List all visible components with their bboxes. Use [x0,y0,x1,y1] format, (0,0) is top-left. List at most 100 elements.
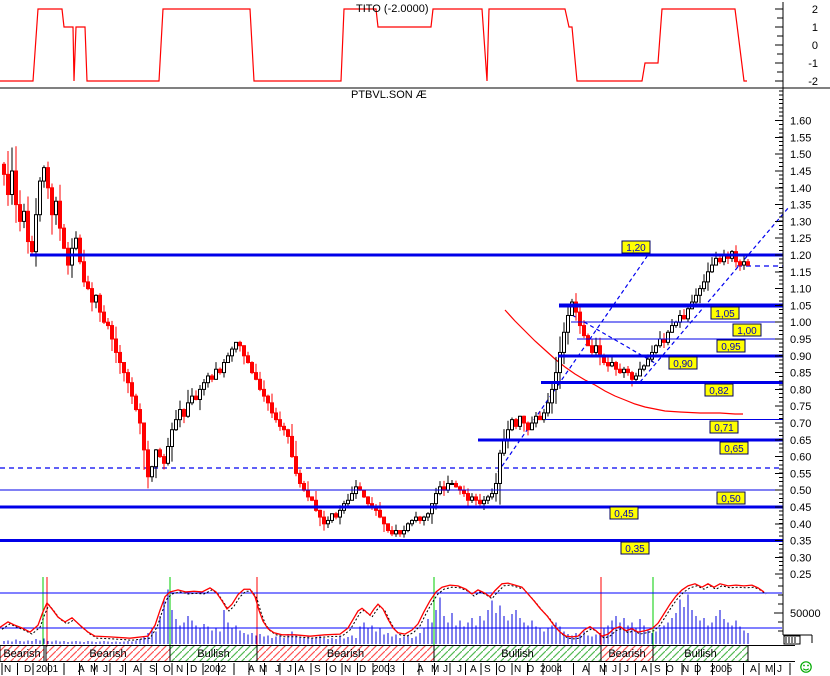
signal-band-bearish [0,646,44,661]
expert-smiley-icon[interactable] [800,661,812,673]
candle-body [206,375,210,384]
moving-average-line [504,309,743,415]
candle-body [198,388,202,400]
candle-body [406,523,410,532]
candle-body [426,513,430,518]
month-label: S [149,664,156,675]
candle-body [674,321,678,327]
price-level-label: 0,65 [724,444,744,455]
signal-band-bullish [653,646,748,661]
month-label: M [90,664,98,675]
price-axis-label: 1.15 [790,267,811,279]
price-axis-label: 1.45 [790,166,811,178]
candle-body [282,425,286,431]
candle-body [582,325,586,337]
month-label: O [666,664,674,675]
candle-body [390,530,394,535]
candle-body [6,173,10,196]
candle-body [110,325,114,340]
candle-body [594,345,598,353]
candle-body [278,419,282,427]
candle-body [698,288,702,296]
tito-axis-label: -1 [808,58,818,70]
candle-body [478,499,482,505]
month-label: A [750,664,757,675]
signal-band-bullish [434,646,601,661]
price-level-label-box [719,441,749,455]
candle-body [546,402,550,414]
candlesticks [2,146,750,538]
month-label: D [190,664,197,675]
candle-body [350,493,354,501]
candle-body [186,402,190,417]
candle-body [558,351,562,374]
candle-body [58,200,62,229]
candle-body [174,419,178,431]
candle-body [330,513,334,521]
month-label: D [694,664,701,675]
price-axis-label: 0.35 [790,536,811,548]
price-level-label: 1,20 [626,243,646,254]
candle-body [742,261,746,266]
candle-body [250,362,254,374]
candle-body [530,422,534,431]
month-label: A [582,664,589,675]
oscillator-line [0,582,765,639]
time-axis: N D 2001 A M J J A S O N D 2002 A M J J A S O N D 2003 A M J J A S O N… [1,663,791,675]
candle-body [410,519,414,525]
candle-body [506,429,510,441]
price-axis-label: 0.90 [790,351,811,363]
month-label: S [314,664,321,675]
candle-body [710,264,714,273]
candle-body [22,210,26,222]
candle-body [734,251,738,263]
candle-body [246,355,250,364]
month-label: J [612,664,617,675]
month-label: S [654,664,661,675]
tito-line [0,8,747,82]
candle-body [302,482,306,491]
support-resistance: 1,20 1,051,00 0,95 0,90 0,82 0,71 0,65 0,50 0,45… [0,240,783,555]
candle-body [450,482,454,485]
candle-body [562,331,566,353]
candle-body [170,429,174,448]
candle-body [586,335,590,347]
candle-body [266,395,270,404]
price-axis-label: 0.30 [790,552,811,564]
signal-band-bearish [46,646,170,661]
indicator-panel-tito: 2 1 0 -1 -2 [0,4,830,89]
candle-body [98,294,102,313]
candle-body [218,368,222,374]
month-label: M [431,664,439,675]
indicator-title: TITO (-2.0000) [356,3,429,15]
signal-band-label: Bearish [327,648,364,660]
candle-body [542,412,546,421]
candle-body [194,395,198,400]
candle-body [26,210,30,243]
candle-body [490,493,494,498]
month-label: N [4,664,11,675]
candle-body [74,237,78,249]
price-axis-label: 0.75 [790,401,811,413]
candle-body [158,449,162,458]
candle-body [538,415,542,421]
month-label: J [443,664,448,675]
candle-body [458,486,462,491]
price-axis-label: 1.30 [790,216,811,228]
candle-body [122,362,126,374]
candle-body [658,338,662,347]
price-level-label: 0,95 [721,342,741,353]
candle-body [130,382,134,397]
candle-body [126,372,130,384]
candle-body [414,516,418,521]
price-level-label: 0,71 [714,423,734,434]
candle-body [662,338,666,343]
tito-axis-label: 2 [812,4,818,16]
candle-body [42,167,46,182]
candle-body [510,419,514,431]
candle-body [666,331,670,343]
price-level-label: 1,05 [715,309,735,320]
candle-body [154,449,158,468]
month-label: A [248,664,255,675]
month-label: J [103,664,108,675]
